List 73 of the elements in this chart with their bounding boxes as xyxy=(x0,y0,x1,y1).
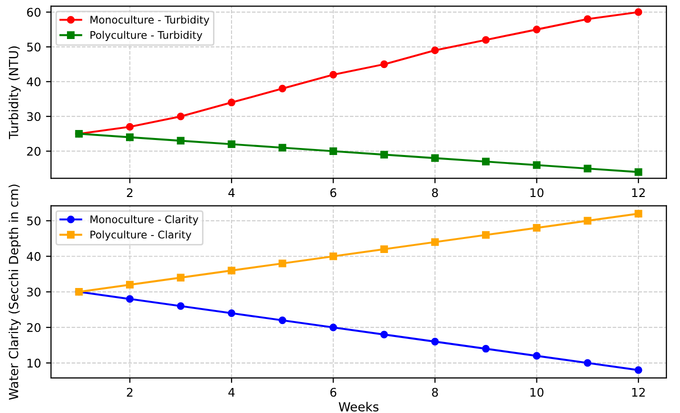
y-tick-label: 50 xyxy=(27,216,40,226)
point xyxy=(380,330,388,338)
x-axis-title: Weeks xyxy=(338,402,378,412)
point xyxy=(126,295,134,303)
legend-label: Polyculture - Turbidity xyxy=(90,30,202,41)
point xyxy=(176,112,185,120)
point xyxy=(176,302,185,310)
point xyxy=(228,140,236,148)
y-tick-label: 20 xyxy=(27,146,40,156)
point xyxy=(634,168,642,176)
point xyxy=(176,136,185,145)
x-tick-label: 8 xyxy=(432,188,438,198)
point xyxy=(431,46,439,54)
y-tick-label: 40 xyxy=(26,77,40,86)
point xyxy=(126,280,134,289)
y-tick-label: 20 xyxy=(27,323,40,332)
point xyxy=(482,344,490,353)
point xyxy=(176,274,185,282)
point xyxy=(278,316,286,324)
point xyxy=(329,252,338,260)
point xyxy=(380,150,388,158)
y-tick-label: 10 xyxy=(28,358,40,368)
point xyxy=(431,238,439,246)
x-tick-label: 12 xyxy=(632,188,645,197)
legend-label: Monoculture - Clarity xyxy=(90,215,198,226)
point xyxy=(431,338,439,346)
point xyxy=(329,147,338,155)
point xyxy=(329,324,338,332)
x-tick-label: 4 xyxy=(228,388,235,397)
x-tick-label: 2 xyxy=(126,188,132,197)
point xyxy=(584,359,592,367)
point xyxy=(278,144,286,152)
legend-label: Monoculture - Turbidity xyxy=(90,16,210,26)
point xyxy=(634,366,642,374)
point xyxy=(329,70,338,78)
point xyxy=(228,98,236,106)
x-tick-label: 10 xyxy=(530,188,544,198)
x-tick-label: 10 xyxy=(530,388,544,397)
point xyxy=(126,123,134,131)
y-tick-label: 40 xyxy=(26,252,40,261)
point xyxy=(584,164,592,172)
point xyxy=(126,133,134,142)
point xyxy=(380,245,388,254)
point xyxy=(634,8,642,16)
x-tick-label: 12 xyxy=(632,388,645,397)
y-tick-label: 30 xyxy=(27,112,40,122)
point xyxy=(532,352,541,360)
point xyxy=(482,231,490,239)
x-tick-label: 8 xyxy=(432,388,438,397)
point xyxy=(532,224,541,232)
point xyxy=(431,154,439,162)
legend-label: Polyculture - Clarity xyxy=(90,230,192,241)
x-tick-label: 2 xyxy=(126,388,132,397)
y-tick-label: 50 xyxy=(27,42,40,52)
point xyxy=(278,260,286,268)
point xyxy=(380,60,388,68)
point xyxy=(634,210,642,218)
x-tick-label: 6 xyxy=(330,188,336,198)
point xyxy=(482,36,490,44)
y-tick-label: 30 xyxy=(27,288,40,297)
y-tick-label: 60 xyxy=(27,8,40,17)
point xyxy=(584,15,592,23)
point xyxy=(584,216,592,225)
point xyxy=(532,26,541,34)
x-tick-label: 6 xyxy=(330,388,336,397)
y-axis-title: Water Clarity (Secchi Depth in cm) xyxy=(8,184,21,400)
point xyxy=(278,84,286,92)
point xyxy=(532,161,541,169)
y-axis-title: Turbidity (NTU) xyxy=(8,46,21,140)
point xyxy=(482,158,490,166)
x-tick-label: 4 xyxy=(228,188,235,197)
point xyxy=(228,266,236,274)
point xyxy=(228,309,236,318)
